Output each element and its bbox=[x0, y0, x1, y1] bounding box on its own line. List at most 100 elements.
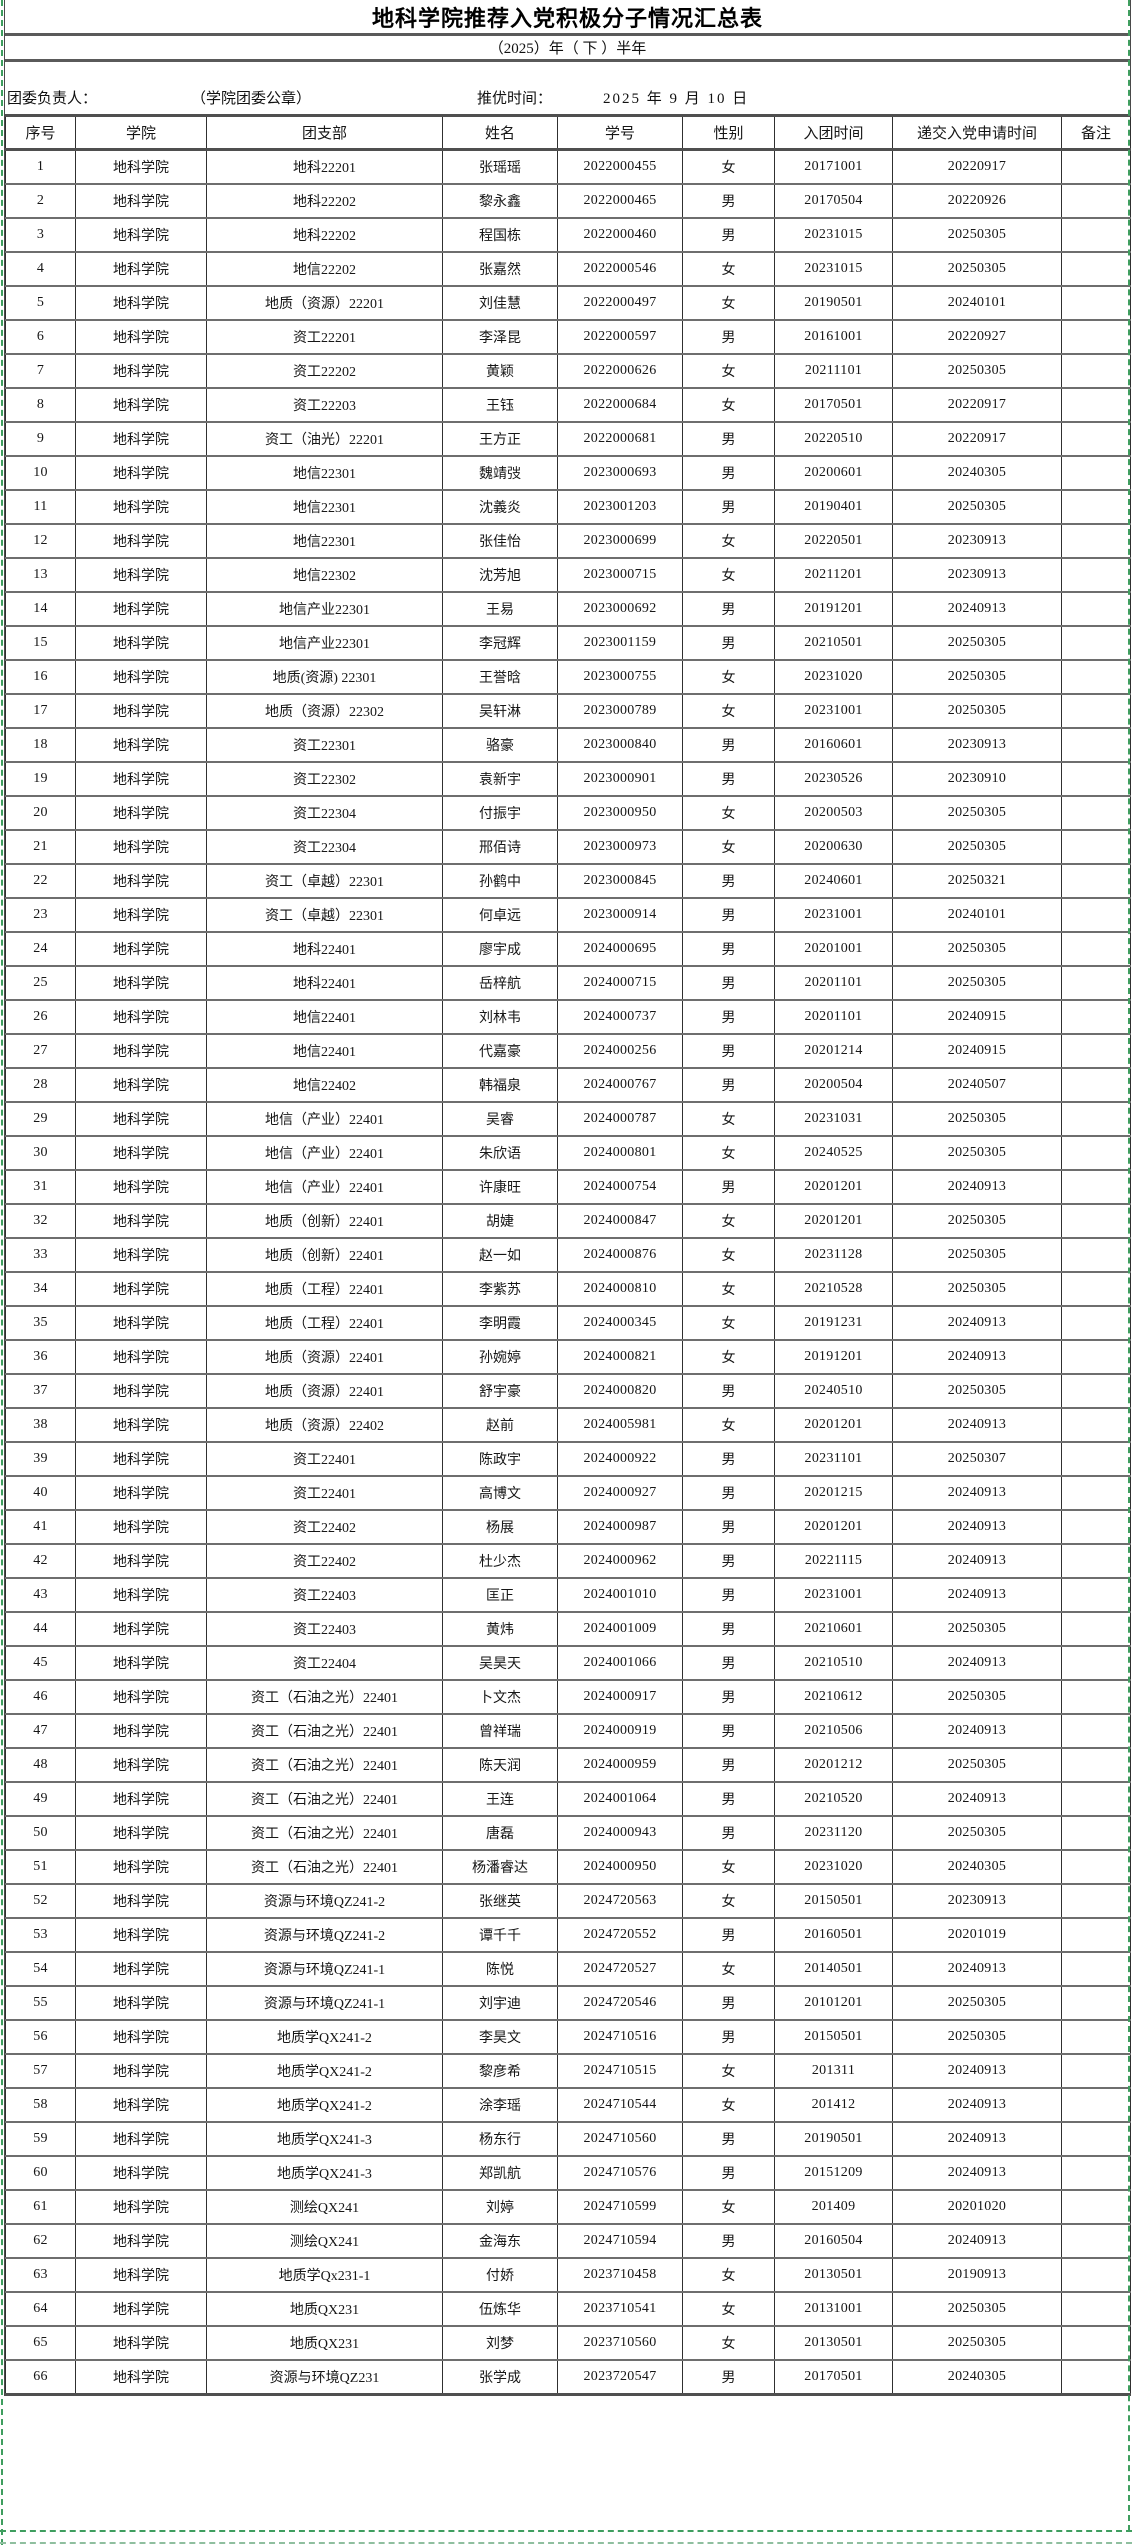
cell-name: 代嘉豪 bbox=[442, 1033, 558, 1069]
cell-league-branch: 测绘QX241 bbox=[206, 2223, 443, 2259]
table-row: 8 地科学院 资工22203 王钰 2022000684 女 20170501 2022091… bbox=[5, 387, 1131, 423]
cell-league-branch: 资工22401 bbox=[206, 1475, 443, 1511]
cell-league-branch: 地信22401 bbox=[206, 1033, 443, 1069]
cell-join-league-date: 20200601 bbox=[774, 455, 893, 491]
cell-index: 15 bbox=[5, 625, 76, 661]
table-row: 25 地科学院 地科22401 岳梓航 2024000715 男 20201101 20250… bbox=[5, 965, 1131, 1001]
table-row: 10 地科学院 地信22301 魏靖弢 2023000693 男 20200601 20240… bbox=[5, 455, 1131, 491]
cell-league-branch: 地质学QX241-2 bbox=[206, 2053, 443, 2089]
title-divider bbox=[5, 33, 1130, 36]
cell-gender: 男 bbox=[682, 1441, 775, 1477]
cell-index: 58 bbox=[5, 2087, 76, 2123]
page-subtitle: （2025）年（ 下 ）半年 bbox=[488, 41, 647, 57]
cell-party-application-date: 20250305 bbox=[892, 1203, 1062, 1239]
table-row: 57 地科学院 地质学QX241-2 黎彦希 2024710515 女 201311 2024… bbox=[5, 2053, 1131, 2089]
cell-league-branch: 资工22403 bbox=[206, 1577, 443, 1613]
cell-name: 刘梦 bbox=[442, 2325, 558, 2361]
cell-gender: 男 bbox=[682, 1985, 775, 2021]
cell-student-id: 2024720527 bbox=[557, 1951, 683, 1987]
cell-student-id: 2024001066 bbox=[557, 1645, 683, 1681]
table-row: 11 地科学院 地信22301 沈義炎 2023001203 男 20190401 20250… bbox=[5, 489, 1131, 525]
cell-college: 地科学院 bbox=[75, 829, 207, 865]
cell-name: 曾祥瑞 bbox=[442, 1713, 558, 1749]
cell-party-application-date: 20240101 bbox=[892, 897, 1062, 933]
cell-league-branch: 地质学QX241-2 bbox=[206, 2019, 443, 2055]
cell-gender: 男 bbox=[682, 761, 775, 797]
cell-gender: 女 bbox=[682, 1271, 775, 1307]
cell-remarks bbox=[1061, 829, 1131, 865]
cell-college: 地科学院 bbox=[75, 1577, 207, 1613]
cell-party-application-date: 20240913 bbox=[892, 1407, 1062, 1443]
cell-index: 52 bbox=[5, 1883, 76, 1919]
cell-party-application-date: 20250305 bbox=[892, 1135, 1062, 1171]
cell-name: 廖宇成 bbox=[442, 931, 558, 967]
cell-remarks bbox=[1061, 1101, 1131, 1137]
table-row: 33 地科学院 地质（创新）22401 赵一如 2024000876 女 20231128 2… bbox=[5, 1237, 1131, 1273]
cell-join-league-date: 20240525 bbox=[774, 1135, 893, 1171]
cell-remarks bbox=[1061, 557, 1131, 593]
cell-remarks bbox=[1061, 1475, 1131, 1511]
cell-college: 地科学院 bbox=[75, 2155, 207, 2191]
cell-remarks bbox=[1061, 2019, 1131, 2055]
cell-student-id: 2023000914 bbox=[557, 897, 683, 933]
page-break-guide-bottom bbox=[0, 2530, 1132, 2532]
cell-party-application-date: 20240913 bbox=[892, 2087, 1062, 2123]
table-row: 34 地科学院 地质（工程）22401 李紫苏 2024000810 女 20210528 2… bbox=[5, 1271, 1131, 1307]
cell-join-league-date: 20221115 bbox=[774, 1543, 893, 1579]
cell-student-id: 2024000919 bbox=[557, 1713, 683, 1749]
cell-index: 13 bbox=[5, 557, 76, 593]
cell-index: 34 bbox=[5, 1271, 76, 1307]
table-header-row: 序号 学院 团支部 姓名 学号 性别 入团时间 递交入党申请时间 备注 bbox=[5, 115, 1131, 151]
page-title: 地科学院推荐入党积极分子情况汇总表 bbox=[371, 5, 763, 31]
cell-party-application-date: 20230913 bbox=[892, 727, 1062, 763]
cell-college: 地科学院 bbox=[75, 1883, 207, 1919]
cell-student-id: 2023000789 bbox=[557, 693, 683, 729]
cell-remarks bbox=[1061, 1169, 1131, 1205]
cell-league-branch: 地信22301 bbox=[206, 489, 443, 525]
cell-join-league-date: 20240601 bbox=[774, 863, 893, 899]
cell-index: 9 bbox=[5, 421, 76, 457]
cell-student-id: 2024001009 bbox=[557, 1611, 683, 1647]
cell-name: 杨展 bbox=[442, 1509, 558, 1545]
cell-league-branch: 地信22301 bbox=[206, 455, 443, 491]
cell-college: 地科学院 bbox=[75, 1475, 207, 1511]
cell-student-id: 2024000959 bbox=[557, 1747, 683, 1783]
table-row: 7 地科学院 资工22202 黄颖 2022000626 女 20211101 2025030… bbox=[5, 353, 1131, 389]
cell-party-application-date: 20250305 bbox=[892, 965, 1062, 1001]
cell-gender: 女 bbox=[682, 659, 775, 695]
cell-index: 65 bbox=[5, 2325, 76, 2361]
cell-league-branch: 地质学QX241-3 bbox=[206, 2121, 443, 2157]
cell-index: 10 bbox=[5, 455, 76, 491]
cell-gender: 女 bbox=[682, 1101, 775, 1137]
cell-remarks bbox=[1061, 1237, 1131, 1273]
cell-league-branch: 地质（工程）22401 bbox=[206, 1271, 443, 1307]
cell-college: 地科学院 bbox=[75, 387, 207, 423]
cell-student-id: 2024001064 bbox=[557, 1781, 683, 1817]
cell-party-application-date: 20250305 bbox=[892, 931, 1062, 967]
cell-league-branch: 资工（石油之光）22401 bbox=[206, 1849, 443, 1885]
cell-college: 地科学院 bbox=[75, 1169, 207, 1205]
cell-party-application-date: 20230913 bbox=[892, 1883, 1062, 1919]
cell-gender: 女 bbox=[682, 1407, 775, 1443]
cell-student-id: 2024720546 bbox=[557, 1985, 683, 2021]
cell-student-id: 2024000821 bbox=[557, 1339, 683, 1375]
cell-student-id: 2023000950 bbox=[557, 795, 683, 831]
cell-index: 11 bbox=[5, 489, 76, 525]
cell-name: 王方正 bbox=[442, 421, 558, 457]
cell-college: 地科学院 bbox=[75, 319, 207, 355]
cell-league-branch: 地质(资源) 22301 bbox=[206, 659, 443, 695]
cell-college: 地科学院 bbox=[75, 965, 207, 1001]
cell-league-branch: 资工22404 bbox=[206, 1645, 443, 1681]
cell-gender: 女 bbox=[682, 148, 775, 185]
cell-join-league-date: 20200503 bbox=[774, 795, 893, 831]
cell-student-id: 2022000597 bbox=[557, 319, 683, 355]
cell-join-league-date: 20240510 bbox=[774, 1373, 893, 1409]
cell-student-id: 2024000695 bbox=[557, 931, 683, 967]
cell-join-league-date: 20101201 bbox=[774, 1985, 893, 2021]
cell-remarks bbox=[1061, 1509, 1131, 1545]
cell-join-league-date: 20201201 bbox=[774, 1509, 893, 1545]
cell-join-league-date: 20231001 bbox=[774, 1577, 893, 1613]
cell-join-league-date: 20190501 bbox=[774, 2121, 893, 2157]
cell-name: 王钰 bbox=[442, 387, 558, 423]
cell-name: 唐磊 bbox=[442, 1815, 558, 1851]
